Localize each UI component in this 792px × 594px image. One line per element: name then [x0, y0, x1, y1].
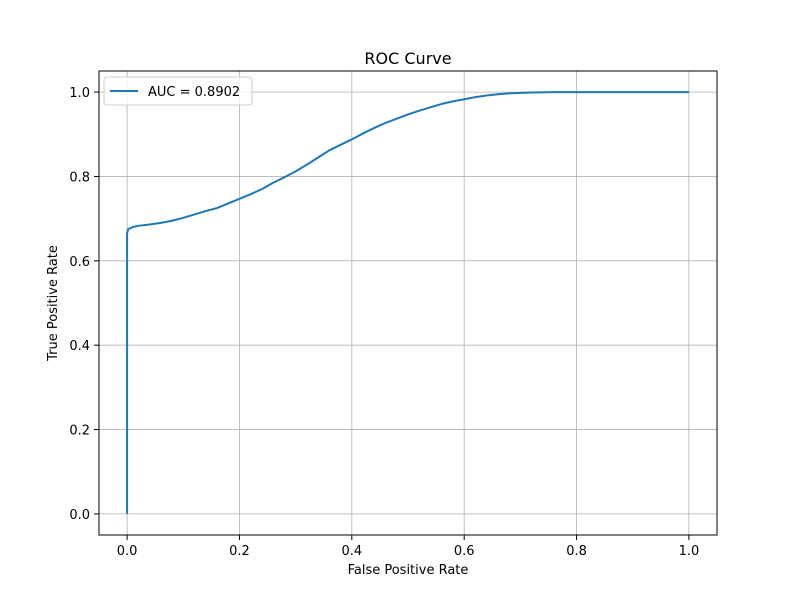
grid-lines — [99, 71, 717, 535]
legend-label: AUC = 0.8902 — [148, 85, 240, 100]
x-tick-label: 0.8 — [566, 544, 587, 559]
y-axis-label: True Positive Rate — [46, 245, 61, 362]
x-tick-label: 0.2 — [229, 544, 250, 559]
x-tick-label: 0.4 — [341, 544, 362, 559]
plot-frame — [98, 70, 718, 536]
x-axis-label: False Positive Rate — [348, 563, 469, 578]
y-tick-label: 0.6 — [69, 255, 90, 270]
legend: AUC = 0.8902 — [103, 76, 253, 106]
legend-box — [103, 76, 253, 106]
y-tick-label: 0.0 — [69, 508, 90, 523]
x-tick-label: 0.6 — [454, 544, 475, 559]
chart-title: ROC Curve — [364, 49, 451, 68]
y-tick-label: 0.8 — [69, 170, 90, 185]
x-tick-label: 1.0 — [679, 544, 700, 559]
y-tick-label: 1.0 — [69, 86, 90, 101]
series-layer — [126, 91, 689, 514]
x-tick-label: 0.0 — [117, 544, 138, 559]
y-tick-label: 0.2 — [69, 424, 90, 439]
axis-ticks: 0.0 0.2 0.4 0.6 0.8 1.0 0.0 0.2 0.4 0.6 0.8 1.0 — [69, 86, 699, 559]
roc-curve-line — [126, 91, 689, 514]
y-tick-label: 0.4 — [69, 339, 90, 354]
